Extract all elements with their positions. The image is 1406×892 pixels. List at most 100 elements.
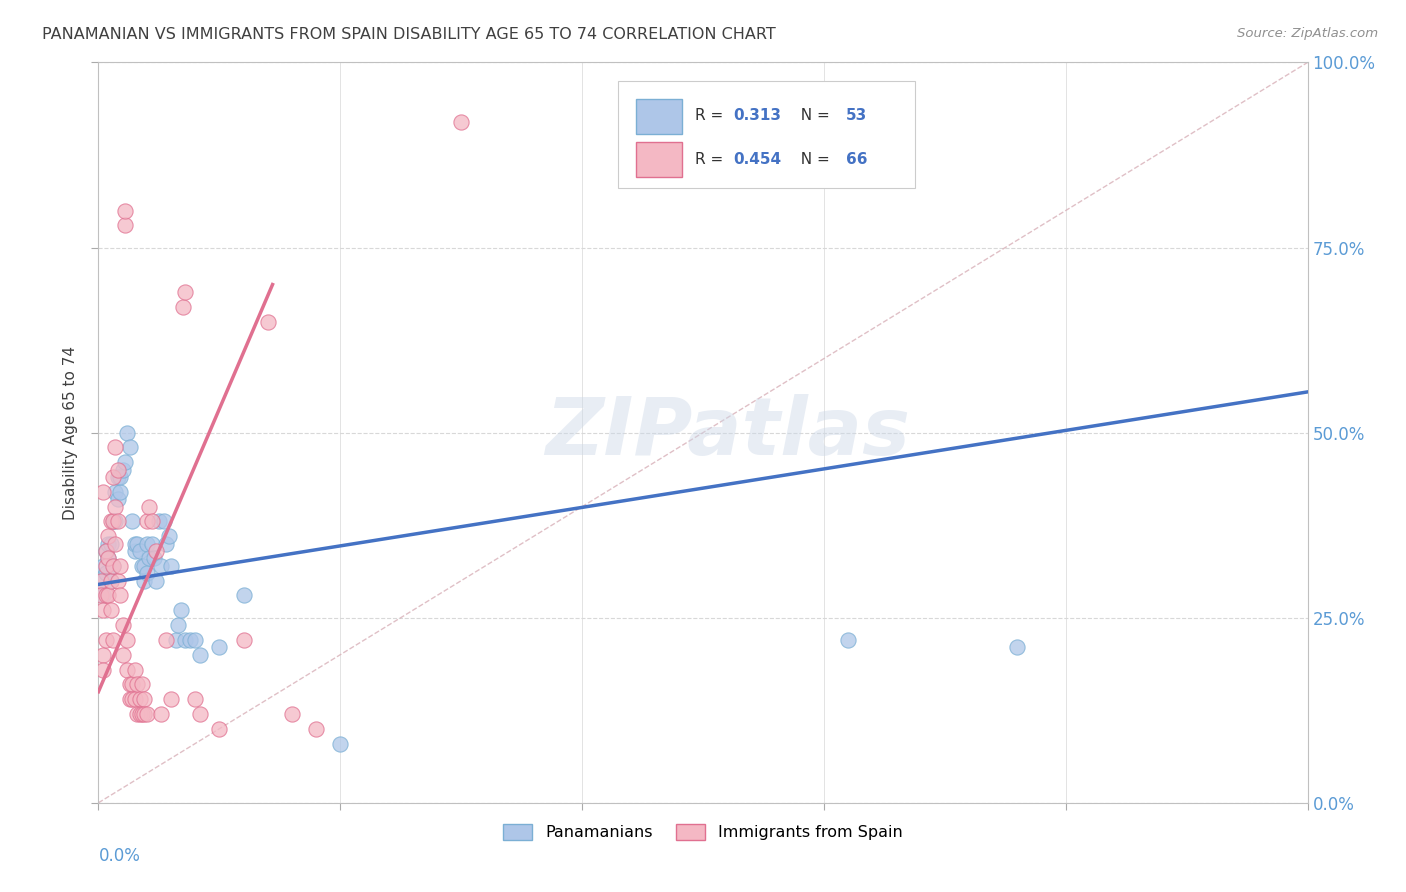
Point [94, 566, 117, 581]
Text: 0.0%: 0.0% [98, 847, 141, 865]
Point [837, 632, 859, 647]
Point [179, 632, 201, 647]
Y-axis label: Disability Age 65 to 74: Disability Age 65 to 74 [63, 345, 79, 520]
Point [165, 632, 187, 647]
Point [117, 632, 139, 647]
Point [104, 441, 127, 455]
Point [94, 558, 117, 573]
Point [131, 706, 153, 721]
Point [128, 544, 150, 558]
Point [138, 551, 160, 566]
Point [107, 492, 129, 507]
Point [188, 706, 211, 721]
Point [138, 500, 160, 514]
Point [108, 484, 131, 499]
Point [134, 692, 156, 706]
Point [131, 677, 153, 691]
FancyBboxPatch shape [637, 99, 682, 135]
Point [97, 551, 120, 566]
Point [143, 551, 166, 566]
Point [121, 692, 143, 706]
Point [150, 558, 173, 573]
Point [134, 558, 156, 573]
Text: Source: ZipAtlas.com: Source: ZipAtlas.com [1237, 27, 1378, 40]
Point [107, 462, 129, 476]
Point [329, 737, 352, 751]
Point [232, 632, 254, 647]
Point [97, 529, 120, 543]
Point [155, 632, 177, 647]
Point [104, 500, 127, 514]
Point [90, 574, 112, 588]
Point [281, 706, 304, 721]
Point [121, 515, 143, 529]
Point [141, 515, 163, 529]
Point [135, 515, 157, 529]
Point [107, 470, 129, 484]
Point [174, 285, 197, 299]
FancyBboxPatch shape [619, 81, 915, 188]
Point [90, 574, 112, 588]
Text: ZIPatlas: ZIPatlas [544, 393, 910, 472]
Text: R =: R = [695, 108, 728, 123]
Point [184, 692, 207, 706]
Text: 66: 66 [845, 152, 868, 167]
Point [118, 441, 141, 455]
Point [94, 589, 117, 603]
Point [256, 314, 278, 328]
Point [97, 589, 120, 603]
Point [104, 536, 127, 550]
Point [167, 618, 190, 632]
Point [111, 618, 134, 632]
Text: 0.313: 0.313 [734, 108, 782, 123]
Point [101, 632, 124, 647]
Point [108, 470, 131, 484]
Point [97, 536, 120, 550]
Text: 53: 53 [845, 108, 868, 123]
Point [114, 455, 136, 469]
Point [100, 515, 122, 529]
Point [1007, 640, 1029, 655]
Point [100, 603, 122, 617]
Point [117, 425, 139, 440]
Point [100, 536, 122, 550]
Point [100, 574, 122, 588]
Point [305, 722, 328, 736]
Point [127, 677, 149, 691]
Point [111, 462, 134, 476]
Point [94, 544, 117, 558]
Point [101, 558, 124, 573]
Point [128, 692, 150, 706]
Point [208, 722, 231, 736]
Point [134, 574, 156, 588]
Point [145, 574, 167, 588]
Point [208, 640, 231, 655]
Text: 0.454: 0.454 [734, 152, 782, 167]
Point [145, 544, 167, 558]
Point [101, 515, 124, 529]
Point [111, 648, 134, 662]
Point [172, 300, 194, 314]
Point [135, 566, 157, 581]
Point [100, 574, 122, 588]
Legend: Panamanians, Immigrants from Spain: Panamanians, Immigrants from Spain [496, 817, 910, 847]
Point [104, 484, 127, 499]
Point [169, 603, 191, 617]
Point [135, 706, 157, 721]
Point [91, 603, 114, 617]
Point [188, 648, 211, 662]
Point [141, 536, 163, 550]
Point [91, 558, 114, 573]
Text: R =: R = [695, 152, 728, 167]
Point [232, 589, 254, 603]
Point [104, 515, 127, 529]
Point [150, 706, 173, 721]
Point [108, 558, 131, 573]
FancyBboxPatch shape [637, 142, 682, 178]
Point [101, 470, 124, 484]
Point [134, 706, 156, 721]
Point [94, 544, 117, 558]
Point [108, 589, 131, 603]
Point [94, 632, 117, 647]
Point [131, 558, 153, 573]
